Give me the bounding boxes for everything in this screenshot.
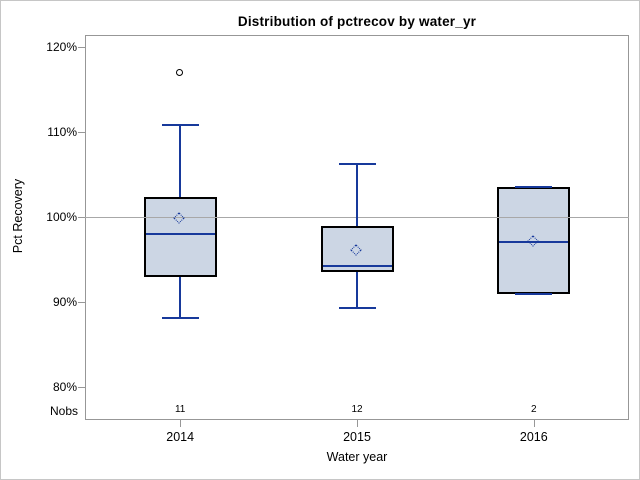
upper-whisker-cap (515, 186, 553, 189)
upper-whisker-cap (338, 163, 376, 166)
x-axis-tick (180, 420, 182, 427)
nobs-value: 12 (351, 404, 363, 415)
x-category-label: 2015 (343, 430, 371, 444)
nobs-value: 11 (174, 404, 186, 415)
x-category-label: 2014 (166, 430, 195, 444)
y-axis-tick (78, 132, 85, 134)
upper-whisker-cap (161, 124, 199, 127)
median-line (145, 233, 215, 235)
nobs-value: 2 (531, 404, 537, 415)
x-axis-tick (357, 420, 359, 427)
x-category-label: 2016 (519, 430, 548, 444)
lower-whisker-stem (179, 277, 182, 319)
y-axis-tick-label: 100% (46, 210, 77, 224)
plot-area-frame (85, 35, 629, 420)
outlier-point (176, 68, 184, 76)
upper-whisker-stem (356, 164, 358, 227)
y-axis-tick-label: 110% (47, 125, 77, 139)
median-line (322, 265, 392, 268)
nobs-row-label: Nobs (49, 404, 78, 418)
y-axis-tick (78, 302, 85, 304)
y-axis-tick-label: 80% (52, 380, 77, 394)
y-axis-tick-label: 90% (52, 295, 77, 309)
box-rect (320, 226, 394, 273)
x-axis-tick (533, 420, 536, 427)
median-line (499, 240, 569, 243)
y-axis-tick (78, 47, 85, 49)
y-axis-tick (78, 217, 85, 219)
y-axis-tick (78, 387, 85, 389)
lower-whisker-cap (161, 317, 199, 320)
chart-title: Distribution of pctrecov by water_yr (237, 14, 477, 29)
upper-whisker-stem (179, 125, 182, 198)
x-axis-title: Water year (326, 450, 388, 464)
y-axis-tick-label: 120% (46, 40, 77, 54)
lower-whisker-cap (338, 306, 376, 309)
lower-whisker-cap (515, 293, 553, 296)
box-rect (143, 197, 217, 278)
lower-whisker-stem (356, 272, 358, 308)
